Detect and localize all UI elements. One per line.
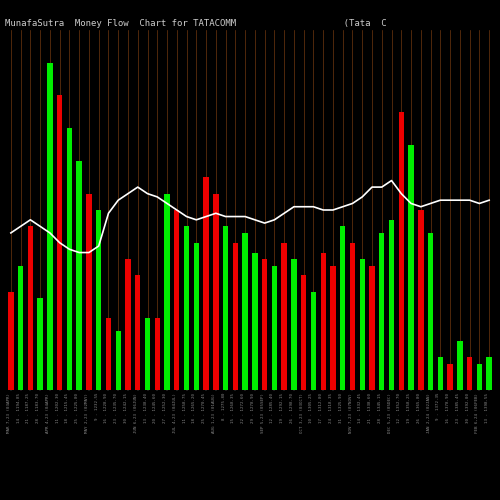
Bar [174,210,180,390]
Bar [135,276,140,390]
Bar [350,242,355,390]
Bar [340,226,345,390]
Bar [418,210,424,390]
Bar [457,341,462,390]
Bar [38,298,43,390]
Bar [476,364,482,390]
Bar [116,331,121,390]
Bar [301,276,306,390]
Bar [252,252,258,390]
Bar [154,318,160,390]
Bar [47,62,52,390]
Bar [370,266,374,390]
Bar [66,128,72,390]
Bar [282,242,287,390]
Bar [164,194,170,390]
Bar [96,210,102,390]
Bar [8,292,14,390]
Bar [76,161,82,390]
Bar [428,233,434,390]
Bar [291,259,296,390]
Bar [448,364,453,390]
Bar [242,233,248,390]
Bar [184,226,189,390]
Bar [379,233,384,390]
Bar [194,242,199,390]
Bar [262,259,268,390]
Bar [126,259,130,390]
Bar [223,226,228,390]
Bar [467,358,472,390]
Bar [408,144,414,390]
Bar [311,292,316,390]
Bar [106,318,111,390]
Bar [213,194,218,390]
Bar [320,252,326,390]
Bar [28,226,33,390]
Bar [18,266,24,390]
Bar [330,266,336,390]
Bar [486,358,492,390]
Bar [398,112,404,390]
Bar [438,358,443,390]
Bar [272,266,277,390]
Bar [145,318,150,390]
Bar [57,96,62,390]
Bar [86,194,92,390]
Bar [204,178,209,390]
Bar [360,259,365,390]
Text: MunafaSutra  Money Flow  Chart for TATACOMM                    (Tata  C: MunafaSutra Money Flow Chart for TATACOM… [5,19,386,28]
Bar [232,242,238,390]
Bar [389,220,394,390]
